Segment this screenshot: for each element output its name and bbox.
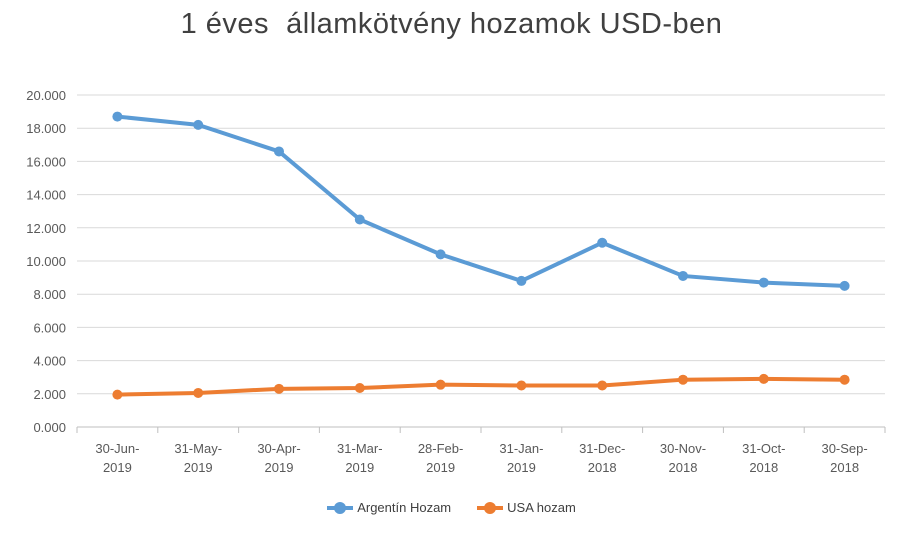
x-tick-label: 30-Apr-2019: [257, 441, 300, 475]
line-chart: 0.000 2.000 4.000 6.000 8.000 10.000 12.000 14.…: [26, 88, 886, 475]
x-tick-label: 31-May-2019: [174, 441, 222, 475]
series-line: [115, 376, 847, 397]
series-argentin-hozam: [112, 111, 850, 291]
y-tick-label: 16.000: [26, 154, 66, 169]
x-axis-tick-labels: 30-Jun-2019 31-May-2019 30-Apr-2019 31-Mar-…: [95, 441, 867, 475]
y-tick-label: 18.000: [26, 121, 66, 136]
y-tick-label: 4.000: [33, 354, 66, 369]
gridlines: [77, 94, 885, 395]
y-tick-label: 0.000: [33, 420, 66, 435]
legend-item-argentin-hozam: Argentín Hozam: [327, 500, 451, 515]
y-tick-label: 12.000: [26, 221, 66, 236]
x-tick-label: 31-Dec-2018: [579, 441, 625, 475]
x-tick-label: 28-Feb-2019: [418, 441, 464, 475]
y-tick-label: 6.000: [33, 320, 66, 335]
x-tick-label: 31-Jan-2019: [499, 441, 543, 475]
chart-title: 1 éves államkötvény hozamok USD-ben: [180, 8, 723, 40]
legend: Argentín Hozam USA hozam: [0, 500, 903, 515]
data-point: [112, 111, 123, 122]
x-tick-label: 31-Mar-2019: [337, 441, 383, 475]
x-tick-label: 30-Sep-2018: [821, 441, 867, 475]
data-point: [758, 373, 769, 384]
data-point: [354, 214, 365, 225]
data-point: [597, 380, 608, 391]
series-line: [115, 114, 847, 288]
data-point: [678, 374, 688, 385]
y-tick-label: 20.000: [26, 88, 66, 103]
y-axis-tick-labels: 0.000 2.000 4.000 6.000 8.000 10.000 12.000 14.…: [26, 88, 66, 435]
y-tick-label: 8.000: [33, 287, 66, 302]
data-point: [516, 380, 527, 391]
y-tick-label: 10.000: [26, 254, 66, 269]
data-point: [516, 275, 527, 286]
x-tick-label: 31-Oct-2018: [742, 441, 785, 475]
data-point: [597, 237, 608, 248]
data-point: [758, 277, 769, 288]
y-tick-label: 14.000: [26, 188, 66, 203]
series-usa-hozam: [112, 373, 850, 400]
data-point: [839, 374, 850, 385]
x-axis: [76, 426, 886, 433]
legend-label: Argentín Hozam: [357, 500, 452, 515]
series-group: [112, 111, 850, 400]
data-point: [274, 383, 284, 394]
data-point: [354, 382, 365, 393]
legend-label: USA hozam: [507, 500, 576, 515]
legend-marker-usa-hozam: [477, 501, 504, 514]
data-point: [435, 379, 446, 390]
data-point: [193, 387, 204, 398]
y-tick-label: 2.000: [33, 387, 66, 402]
data-point: [274, 146, 284, 157]
x-tick-label: 30-Jun-2019: [95, 441, 139, 475]
x-tick-label: 30-Nov-2018: [660, 441, 706, 475]
data-point: [193, 119, 204, 130]
data-point: [435, 249, 446, 260]
data-point: [678, 270, 688, 281]
legend-item-usa-hozam: USA hozam: [477, 500, 576, 515]
data-point: [112, 389, 123, 400]
legend-marker-argentin-hozam: [327, 501, 354, 514]
data-point: [839, 280, 850, 291]
